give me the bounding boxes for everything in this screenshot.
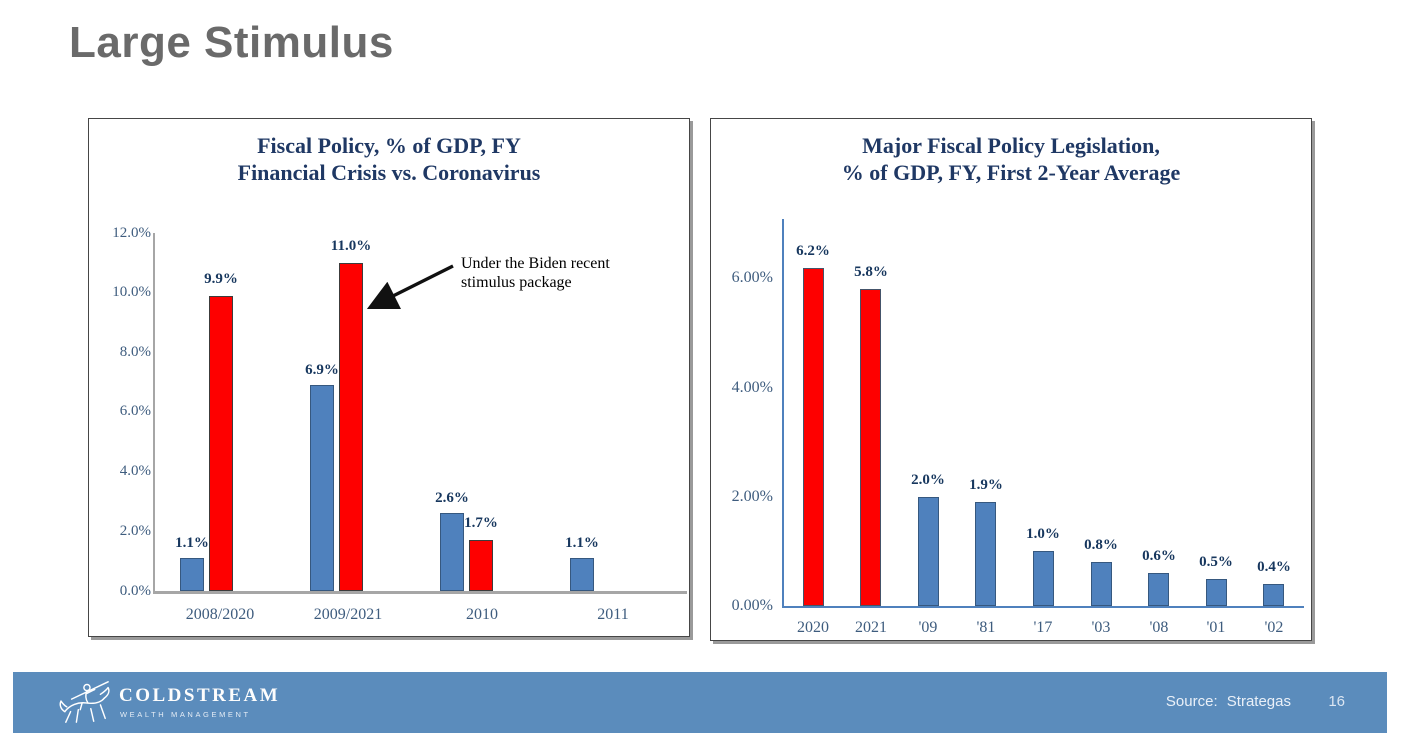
source-text: Source: Strategas xyxy=(1165,693,1291,710)
annotation-line1: Under the Biden recent xyxy=(461,255,610,272)
y-axis-tick-label: 6.00% xyxy=(731,269,773,286)
bar-09-blue xyxy=(918,497,939,606)
bar-value-label: 6.2% xyxy=(796,243,830,259)
page-number: 16 xyxy=(1328,693,1345,710)
bar-17-blue xyxy=(1033,551,1054,606)
bar-value-label: 6.9% xyxy=(305,362,339,378)
bar-value-label: 1.1% xyxy=(565,535,599,551)
bar-value-label: 1.1% xyxy=(175,535,209,551)
bar-2011-blue xyxy=(570,558,594,591)
x-category-label: '08 xyxy=(1149,619,1169,636)
x-category-label: 2009/2021 xyxy=(313,606,383,623)
slide-title: Large Stimulus xyxy=(69,18,394,67)
bar-02-blue xyxy=(1263,584,1284,606)
bar-value-label: 0.4% xyxy=(1257,559,1291,575)
bar-value-label: 1.0% xyxy=(1026,526,1060,542)
x-category-label: '17 xyxy=(1033,619,1053,636)
bar-2009/2021-blue xyxy=(310,385,334,591)
x-axis-line xyxy=(782,606,1304,608)
bar-08-blue xyxy=(1148,573,1169,606)
y-axis-tick-label: 10.0% xyxy=(112,284,151,300)
y-axis-tick-label: 2.0% xyxy=(119,523,151,539)
annotation-text: Under the Biden recent stimulus package xyxy=(461,254,651,292)
x-category-label: '09 xyxy=(918,619,938,636)
bar-value-label: 11.0% xyxy=(330,238,372,254)
chart-title-line2: % of GDP, FY, First 2-Year Average xyxy=(841,160,1181,185)
annotation-line2: stimulus package xyxy=(461,274,572,291)
y-axis-tick-label: 0.00% xyxy=(731,597,773,614)
chart-fiscal-policy-gdp: Fiscal Policy, % of GDP, FY Financial Cr… xyxy=(88,118,690,637)
bar-value-label: 2.0% xyxy=(911,472,945,488)
y-axis-tick-label: 6.0% xyxy=(119,403,151,419)
chart-major-fiscal-legislation: Major Fiscal Policy Legislation, % of GD… xyxy=(710,118,1312,641)
bar-81-blue xyxy=(975,502,996,606)
x-category-label: 2021 xyxy=(855,619,887,636)
bar-2009/2021-red xyxy=(339,263,363,591)
bar-2008/2020-red xyxy=(209,296,233,591)
x-category-label: '03 xyxy=(1091,619,1111,636)
chart-title: Fiscal Policy, % of GDP, FY Financial Cr… xyxy=(89,132,689,186)
y-axis-tick-label: 8.0% xyxy=(119,344,151,360)
x-axis-line xyxy=(153,591,687,594)
bar-2010-blue xyxy=(440,513,464,591)
bar-value-label: 0.8% xyxy=(1084,537,1118,553)
chart-title-line1: Fiscal Policy, % of GDP, FY xyxy=(257,133,521,158)
x-category-label: '01 xyxy=(1206,619,1226,636)
bar-2021-red xyxy=(860,289,881,606)
chart-title-line1: Major Fiscal Policy Legislation, xyxy=(862,133,1160,158)
footer-bar: COLDSTREAM WEALTH MANAGEMENT Source: Str… xyxy=(13,672,1387,733)
annotation-arrow-icon xyxy=(366,264,454,310)
x-category-label: 2008/2020 xyxy=(185,606,255,623)
bar-value-label: 0.5% xyxy=(1199,554,1233,570)
y-axis-tick-label: 0.0% xyxy=(119,583,151,599)
bar-value-label: 0.6% xyxy=(1142,548,1176,564)
chart-title-line2: Financial Crisis vs. Coronavirus xyxy=(237,160,541,185)
x-category-label: 2020 xyxy=(797,619,829,636)
y-axis-line xyxy=(153,233,155,594)
bar-value-label: 1.9% xyxy=(969,477,1003,493)
bar-value-label: 1.7% xyxy=(464,515,498,531)
x-category-label: '81 xyxy=(976,619,996,636)
y-axis-tick-label: 12.0% xyxy=(112,225,151,241)
x-category-label: '02 xyxy=(1264,619,1284,636)
x-category-label: 2010 xyxy=(466,606,498,623)
coldstream-horse-rider-logo-icon xyxy=(59,681,110,723)
y-axis-tick-label: 2.00% xyxy=(731,488,773,505)
bar-03-blue xyxy=(1091,562,1112,606)
bar-value-label: 2.6% xyxy=(435,490,469,506)
chart-title: Major Fiscal Policy Legislation, % of GD… xyxy=(711,132,1311,186)
x-category-label: 2011 xyxy=(597,606,629,623)
bar-value-label: 5.8% xyxy=(854,264,888,280)
y-axis-tick-label: 4.0% xyxy=(119,463,151,479)
y-axis-tick-label: 4.00% xyxy=(731,379,773,396)
bar-value-label: 9.9% xyxy=(204,271,238,287)
bar-2008/2020-blue xyxy=(180,558,204,591)
bar-2020-red xyxy=(803,268,824,606)
bar-2010-red xyxy=(469,540,493,591)
brand-name: COLDSTREAM xyxy=(119,685,281,706)
brand-subtitle: WEALTH MANAGEMENT xyxy=(120,710,251,719)
bar-01-blue xyxy=(1206,579,1227,606)
y-axis-line xyxy=(782,219,784,608)
